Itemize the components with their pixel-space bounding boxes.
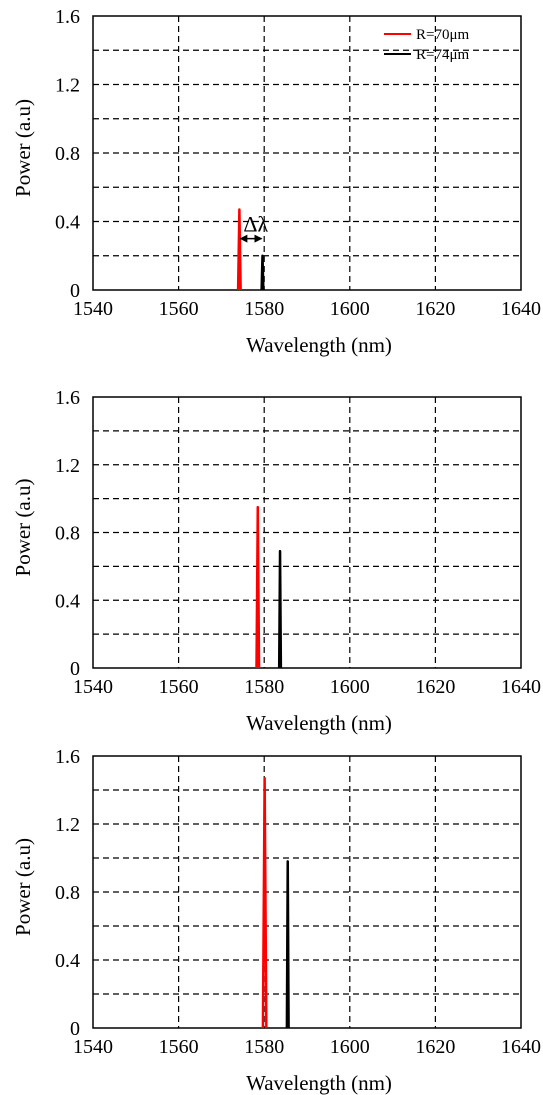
x-tick-label: 1560 (159, 298, 199, 320)
x-axis-label: Wavelength (nm) (246, 1071, 392, 1095)
x-axis-label: Wavelength (nm) (246, 711, 392, 735)
series-peak-black (285, 860, 290, 1029)
y-tick-label: 1.6 (55, 6, 80, 28)
series-peak-black (260, 254, 265, 291)
x-tick-label: 1640 (501, 676, 541, 698)
x-tick-label: 1600 (330, 1036, 370, 1058)
x-tick-label: 1620 (415, 676, 455, 698)
x-tick-label: 1560 (159, 676, 199, 698)
plot-area-frame (92, 15, 522, 291)
chart-panel-1: 1540 1560 1580 1600 1620 1640 0 0.4 0.8 1.2 1.6 Wav… (11, 6, 541, 357)
y-tick-label: 1.6 (55, 746, 80, 768)
x-tick-label: 1600 (330, 298, 370, 320)
y-tick-label: 1.2 (55, 455, 80, 477)
chart-panel-2: 1540 1560 1580 1600 1620 1640 0 0.4 0.8 1.2 1.6 Wav… (11, 387, 541, 735)
y-tick-label: 0.8 (55, 523, 80, 545)
y-axis-label: Power (a.u) (11, 479, 35, 577)
y-tick-label: 1.2 (55, 75, 80, 97)
y-tick-label: 1.6 (55, 387, 80, 409)
series-peak-red (255, 505, 261, 669)
x-tick-label: 1620 (415, 298, 455, 320)
y-axis-label: Power (a.u) (11, 838, 35, 936)
y-tick-label: 1.2 (55, 814, 80, 836)
plot-area-frame (92, 755, 522, 1029)
legend-entry-label: R=70μm (416, 27, 470, 43)
x-tick-label: 1540 (73, 1036, 113, 1058)
y-tick-label: 0.8 (55, 882, 80, 904)
y-tick-label: 0.4 (55, 590, 80, 612)
y-axis-label: Power (a.u) (11, 99, 35, 197)
y-tick-label: 0.4 (55, 950, 80, 972)
y-tick-label: 0 (70, 1018, 80, 1040)
series-peak-black (277, 549, 283, 669)
x-tick-label: 1540 (73, 676, 113, 698)
x-tick-label: 1580 (244, 1036, 284, 1058)
chart-panel-3: 1540 1560 1580 1600 1620 1640 0 0.4 0.8 1.2 1.6 Wav… (11, 746, 541, 1095)
x-tick-label: 1620 (415, 1036, 455, 1058)
x-axis-label: Wavelength (nm) (246, 333, 392, 357)
y-tick-label: 0 (70, 280, 80, 302)
x-tick-label: 1600 (330, 676, 370, 698)
y-tick-label: 0.8 (55, 143, 80, 165)
x-tick-label: 1560 (159, 1036, 199, 1058)
series-peak-red (261, 776, 268, 1029)
x-tick-label: 1540 (73, 298, 113, 320)
y-tick-label: 0.4 (55, 212, 80, 234)
delta-lambda-label: Δλ (243, 212, 268, 237)
y-tick-label: 0 (70, 658, 80, 680)
legend-entry-label: R=74μm (416, 47, 470, 63)
x-tick-label: 1580 (244, 298, 284, 320)
x-tick-label: 1580 (244, 676, 284, 698)
plot-area-frame (92, 396, 522, 669)
series-peak-red (236, 208, 242, 291)
x-tick-label: 1640 (501, 1036, 541, 1058)
x-tick-label: 1640 (501, 298, 541, 320)
